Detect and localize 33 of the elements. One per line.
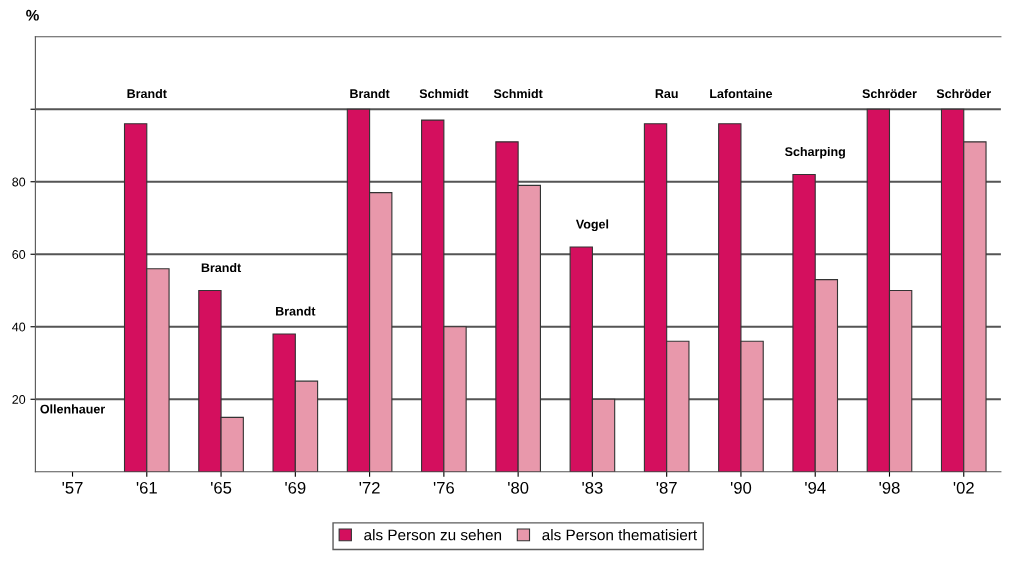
x-tick-label: '02 (953, 481, 974, 494)
annotation: Brandt (350, 88, 390, 99)
annotation: Rau (655, 89, 678, 99)
x-tick-label: '83 (582, 481, 603, 494)
y-tick-label: 20 (12, 395, 26, 404)
y-tick-label: 40 (12, 322, 26, 332)
x-tick-label: '76 (433, 481, 454, 494)
y-axis-title: % (26, 9, 39, 21)
annotation: Brandt (276, 306, 316, 316)
x-tick-label: '94 (805, 481, 826, 494)
x-tick-label: '72 (359, 481, 380, 494)
annotation: Lafontaine (710, 88, 773, 99)
annotation: Schmidt (493, 88, 543, 99)
y-tick-label: 60 (12, 250, 26, 259)
y-tick-label: 80 (12, 177, 26, 187)
x-tick-label: '90 (730, 481, 752, 494)
x-tick-label: '69 (285, 481, 306, 494)
x-tick-label: '87 (656, 481, 677, 494)
x-tick-label: '80 (508, 481, 529, 494)
legend-label: als Person thematisiert (542, 529, 698, 541)
annotation: Brandt (127, 88, 167, 99)
annotation: Ollenhauer (40, 404, 105, 414)
annotation: Schröder (936, 88, 992, 99)
annotation: Vogel (575, 219, 609, 232)
x-tick-label: '98 (879, 481, 900, 494)
legend-label: als Person zu sehen (364, 529, 502, 541)
x-tick-label: '65 (211, 481, 232, 494)
annotation: Scharping (785, 146, 845, 159)
x-tick-label: '57 (62, 482, 83, 494)
annotation: Brandt (201, 262, 242, 273)
annotation: Schmidt (419, 88, 469, 99)
x-tick-label: '61 (136, 481, 157, 494)
annotation: Schröder (862, 88, 917, 99)
